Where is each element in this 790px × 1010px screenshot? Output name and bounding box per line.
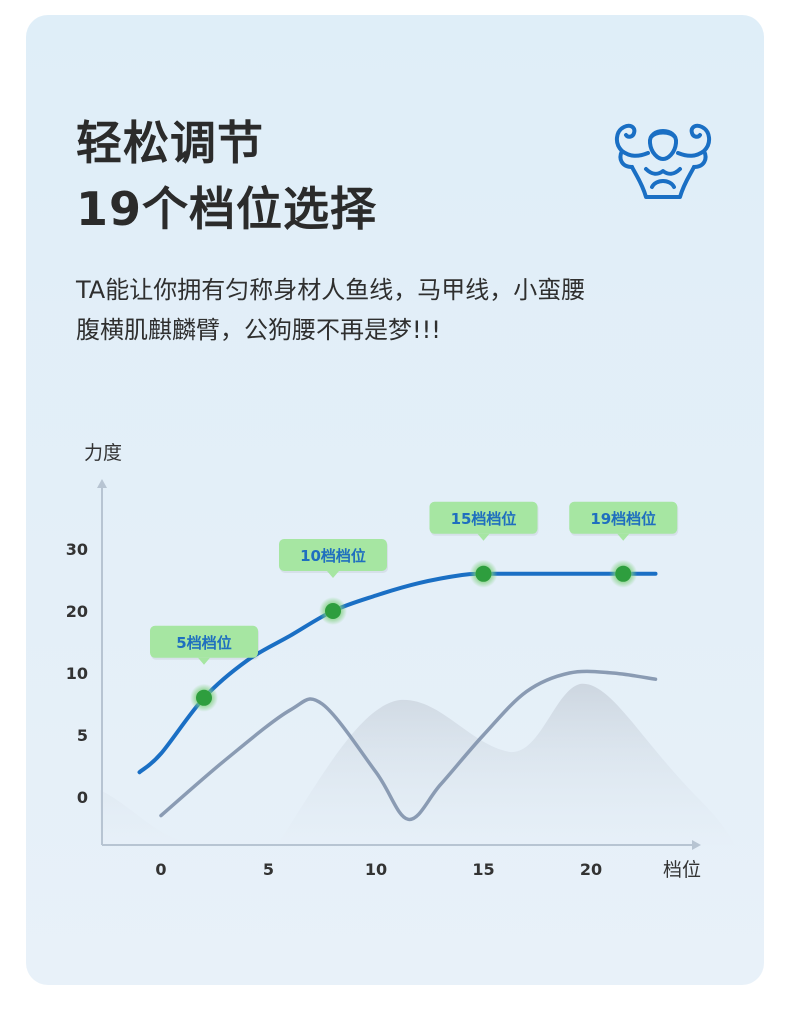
headline: 轻松调节 19个档位选择 bbox=[76, 110, 377, 242]
description-line-1: TA能让你拥有匀称身材人鱼线，马甲线，小蛮腰 bbox=[76, 276, 586, 304]
y-tick-label: 10 bbox=[66, 664, 88, 683]
gear-marker bbox=[475, 565, 492, 582]
x-tick-label: 20 bbox=[580, 860, 602, 879]
gear-label-pointer bbox=[198, 657, 210, 665]
gear-label-bubble bbox=[150, 625, 258, 658]
x-tick-label: 10 bbox=[365, 860, 387, 879]
x-tick-label: 15 bbox=[472, 860, 494, 879]
y-tick-label: 20 bbox=[66, 602, 88, 621]
gear-label-bubble bbox=[279, 539, 387, 571]
headline-line-2: 19个档位选择 bbox=[76, 182, 378, 236]
gear-label-text: 19档档位 bbox=[590, 510, 656, 528]
gear-marker bbox=[325, 603, 341, 619]
y-tick-label: 5 bbox=[77, 726, 88, 745]
description-line-2: 腹横肌麒麟臂，公狗腰不再是梦!!! bbox=[76, 316, 441, 344]
gear-label-text: 5档档位 bbox=[176, 634, 231, 652]
y-axis-arrow bbox=[97, 479, 107, 488]
y-axis-title: 力度 bbox=[84, 442, 122, 464]
description: TA能让你拥有匀称身材人鱼线，马甲线，小蛮腰 腹横肌麒麟臂，公狗腰不再是梦!!! bbox=[76, 270, 736, 350]
y-tick-label: 30 bbox=[66, 540, 88, 559]
gear-label-pointer bbox=[617, 533, 630, 541]
x-axis-title: 档位 bbox=[663, 859, 701, 881]
headline-line-1: 轻松调节 bbox=[76, 116, 264, 170]
y-tick-label: 0 bbox=[77, 788, 88, 807]
gear-label-text: 10档档位 bbox=[300, 547, 366, 565]
gear-label-bubble bbox=[429, 501, 538, 534]
gear-label-pointer bbox=[477, 533, 490, 541]
mountain-background bbox=[100, 683, 735, 845]
gear-marker bbox=[615, 565, 632, 582]
series-line-secondary bbox=[159, 669, 658, 822]
gear-marker bbox=[196, 689, 212, 706]
x-axis-arrow bbox=[692, 840, 701, 850]
gear-label-text: 15档档位 bbox=[451, 510, 517, 528]
muscle-man-icon bbox=[615, 123, 711, 199]
x-tick-label: 0 bbox=[155, 860, 166, 879]
gear-label-bubble bbox=[569, 501, 678, 534]
x-tick-label: 5 bbox=[263, 860, 274, 879]
gear-label-pointer bbox=[327, 571, 339, 578]
